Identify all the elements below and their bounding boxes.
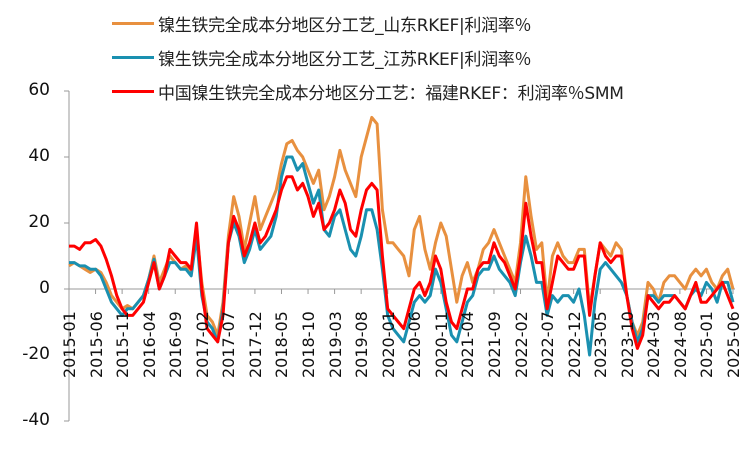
- x-tick-label: 2022-02: [511, 311, 531, 378]
- x-tick-label: 2020-01: [378, 311, 398, 378]
- x-tick-label: 2019-08: [352, 311, 372, 378]
- x-tick-label: 2017-07: [219, 311, 239, 378]
- legend-swatch-red: [112, 89, 154, 93]
- x-tick-label: 2018-10: [299, 311, 319, 378]
- legend-swatch-teal: [112, 55, 154, 59]
- series-line-0: [68, 115, 735, 337]
- legend-label: 镍生铁完全成本分地区分工艺_山东RKEF|利润率％: [158, 15, 532, 36]
- x-tick-label: 2023-10: [617, 311, 637, 378]
- legend-swatch-orange: [112, 21, 154, 25]
- x-tick-label: 2015-01: [60, 311, 79, 378]
- x-tick-label: 2020-06: [405, 311, 425, 378]
- x-tick-label: 2017-02: [192, 311, 212, 378]
- series-line-1: [69, 155, 735, 357]
- x-tick-label: 2016-09: [166, 311, 186, 378]
- legend-item-shandong[interactable]: 镍生铁完全成本分地区分工艺_山东RKEF|利润率％: [112, 6, 624, 40]
- series-lines: [68, 115, 735, 357]
- x-tick-label: 2018-05: [272, 311, 292, 378]
- x-tick-label: 2016-04: [139, 311, 159, 378]
- x-tick-label: 2024-08: [670, 311, 690, 378]
- y-tick-label: -40: [22, 410, 50, 430]
- x-tick-label: 2024-03: [644, 311, 664, 378]
- legend-label: 中国镍生铁完全成本分地区分工艺：福建RKEF：利润率％SMM: [158, 83, 624, 104]
- legend: 镍生铁完全成本分地区分工艺_山东RKEF|利润率％ 镍生铁完全成本分地区分工艺_…: [112, 6, 624, 108]
- x-axis-ticks: [68, 289, 734, 294]
- x-tick-label: 2017-12: [245, 311, 265, 378]
- legend-label: 镍生铁完全成本分地区分工艺_江苏RKEF|利润率％: [158, 49, 532, 70]
- x-tick-label: 2021-04: [458, 311, 478, 378]
- y-tick-label: -20: [22, 344, 50, 364]
- x-tick-label: 2022-07: [538, 311, 558, 378]
- x-tick-label: 2019-03: [325, 311, 345, 378]
- y-tick-label: 0: [39, 278, 50, 298]
- x-tick-label: 2015-06: [86, 311, 106, 378]
- x-tick-label: 2022-12: [564, 311, 584, 378]
- x-tick-label: 2015-11: [113, 311, 133, 378]
- series-line-2: [69, 175, 735, 350]
- y-axis-ticks: [64, 90, 69, 422]
- legend-item-fujian[interactable]: 中国镍生铁完全成本分地区分工艺：福建RKEF：利润率％SMM: [112, 74, 624, 108]
- x-tick-label: 2020-11: [431, 311, 451, 378]
- x-tick-label: 2023-05: [591, 311, 611, 378]
- y-tick-label: 20: [28, 212, 50, 232]
- y-tick-label: 60: [28, 80, 50, 100]
- legend-item-jiangsu[interactable]: 镍生铁完全成本分地区分工艺_江苏RKEF|利润率％: [112, 40, 624, 74]
- x-tick-label: 2021-09: [484, 311, 504, 378]
- y-tick-label: 40: [28, 146, 50, 166]
- x-tick-label: 2025-06: [724, 311, 743, 378]
- x-tick-label: 2025-01: [697, 311, 717, 378]
